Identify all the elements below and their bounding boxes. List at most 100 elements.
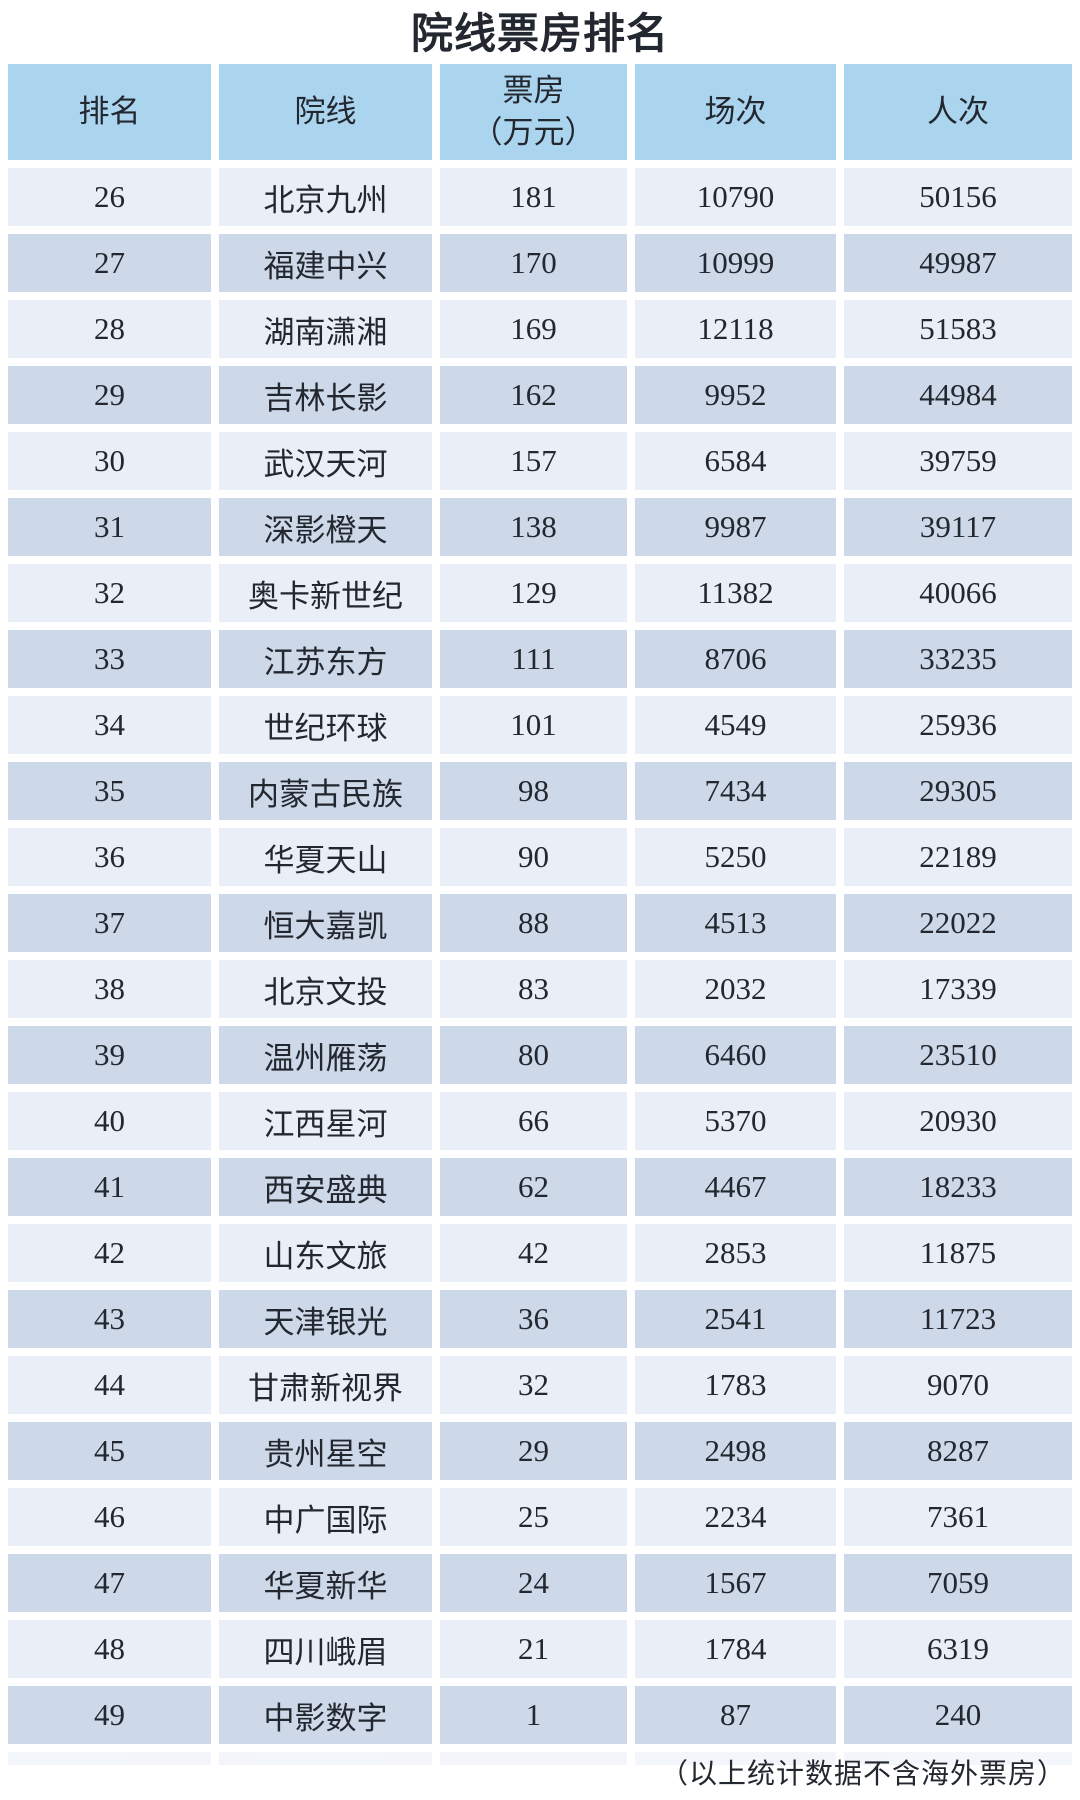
table-row: 48 四川峨眉 21 1784 6319 <box>8 1620 1072 1678</box>
chain-cell: 世纪环球 <box>219 696 432 754</box>
chain-cell: 北京九州 <box>219 168 432 226</box>
rank-cell: 39 <box>8 1026 211 1084</box>
chain-cell: 西安盛典 <box>219 1158 432 1216</box>
boxoffice-cell: 80 <box>440 1026 627 1084</box>
chain-cell: 甘肃新视界 <box>219 1356 432 1414</box>
table-row: 49 中影数字 1 87 240 <box>8 1686 1072 1744</box>
rank-cell: 35 <box>8 762 211 820</box>
screenings-cell: 87 <box>635 1686 836 1744</box>
screenings-cell: 1784 <box>635 1620 836 1678</box>
table-row: 30 武汉天河 157 6584 39759 <box>8 432 1072 490</box>
boxoffice-cell: 138 <box>440 498 627 556</box>
chain-cell: 内蒙古民族 <box>219 762 432 820</box>
rank-cell: 44 <box>8 1356 211 1414</box>
admissions-cell: 22022 <box>844 894 1072 952</box>
table-row: 39 温州雁荡 80 6460 23510 <box>8 1026 1072 1084</box>
screenings-cell: 2541 <box>635 1290 836 1348</box>
screenings-cell: 5370 <box>635 1092 836 1150</box>
header-boxoffice: 票房 （万元） <box>440 64 627 160</box>
rank-cell: 26 <box>8 168 211 226</box>
admissions-cell: 17339 <box>844 960 1072 1018</box>
rank-cell: 30 <box>8 432 211 490</box>
admissions-cell: 7361 <box>844 1488 1072 1546</box>
admissions-cell: 39759 <box>844 432 1072 490</box>
rank-cell: 27 <box>8 234 211 292</box>
screenings-cell: 4513 <box>635 894 836 952</box>
cutoff-partial-row <box>0 1752 1080 1765</box>
admissions-cell: 23510 <box>844 1026 1072 1084</box>
admissions-cell: 49987 <box>844 234 1072 292</box>
rank-cell: 46 <box>8 1488 211 1546</box>
boxoffice-cell: 24 <box>440 1554 627 1612</box>
admissions-cell: 39117 <box>844 498 1072 556</box>
screenings-cell: 2234 <box>635 1488 836 1546</box>
chain-cell: 华夏天山 <box>219 828 432 886</box>
screenings-cell: 7434 <box>635 762 836 820</box>
header-boxoffice-label: 票房 <box>502 73 565 109</box>
screenings-cell: 6460 <box>635 1026 836 1084</box>
chain-cell: 福建中兴 <box>219 234 432 292</box>
chain-cell: 奥卡新世纪 <box>219 564 432 622</box>
header-screenings-label: 场次 <box>704 94 767 130</box>
header-boxoffice-unit: （万元） <box>471 115 596 150</box>
chain-cell: 山东文旅 <box>219 1224 432 1282</box>
table-row: 32 奥卡新世纪 129 11382 40066 <box>8 564 1072 622</box>
admissions-cell: 9070 <box>844 1356 1072 1414</box>
table-row: 33 江苏东方 111 8706 33235 <box>8 630 1072 688</box>
footer-note: （以上统计数据不含海外票房） <box>659 1759 1066 1790</box>
table-row: 28 湖南潇湘 169 12118 51583 <box>8 300 1072 358</box>
boxoffice-cell: 111 <box>440 630 627 688</box>
boxoffice-cell: 21 <box>440 1620 627 1678</box>
table-row: 47 华夏新华 24 1567 7059 <box>8 1554 1072 1612</box>
boxoffice-cell: 101 <box>440 696 627 754</box>
table-row: 45 贵州星空 29 2498 8287 <box>8 1422 1072 1480</box>
rank-cell: 45 <box>8 1422 211 1480</box>
footer-area: （以上统计数据不含海外票房） <box>0 1752 1080 1796</box>
page-title: 院线票房排名 <box>410 10 669 57</box>
rank-cell: 31 <box>8 498 211 556</box>
rank-cell: 47 <box>8 1554 211 1612</box>
boxoffice-cell: 32 <box>440 1356 627 1414</box>
boxoffice-cell: 42 <box>440 1224 627 1282</box>
header-screenings: 场次 <box>635 64 836 160</box>
header-rank: 排名 <box>8 64 211 160</box>
boxoffice-cell: 157 <box>440 432 627 490</box>
header-admissions-label: 人次 <box>927 94 989 130</box>
screenings-cell: 12118 <box>635 300 836 358</box>
rank-cell: 48 <box>8 1620 211 1678</box>
boxoffice-cell: 181 <box>440 168 627 226</box>
table-row: 42 山东文旅 42 2853 11875 <box>8 1224 1072 1282</box>
screenings-cell: 9952 <box>635 366 836 424</box>
screenings-cell: 8706 <box>635 630 836 688</box>
table-row: 38 北京文投 83 2032 17339 <box>8 960 1072 1018</box>
table-row: 26 北京九州 181 10790 50156 <box>8 168 1072 226</box>
table-row: 41 西安盛典 62 4467 18233 <box>8 1158 1072 1216</box>
table-row: 31 深影橙天 138 9987 39117 <box>8 498 1072 556</box>
admissions-cell: 20930 <box>844 1092 1072 1150</box>
boxoffice-cell: 29 <box>440 1422 627 1480</box>
admissions-cell: 40066 <box>844 564 1072 622</box>
admissions-cell: 6319 <box>844 1620 1072 1678</box>
table-row: 44 甘肃新视界 32 1783 9070 <box>8 1356 1072 1414</box>
admissions-cell: 18233 <box>844 1158 1072 1216</box>
screenings-cell: 6584 <box>635 432 836 490</box>
table-row: 40 江西星河 66 5370 20930 <box>8 1092 1072 1150</box>
rank-cell: 28 <box>8 300 211 358</box>
table-row: 37 恒大嘉凯 88 4513 22022 <box>8 894 1072 952</box>
boxoffice-cell: 169 <box>440 300 627 358</box>
table-row: 36 华夏天山 90 5250 22189 <box>8 828 1072 886</box>
screenings-cell: 2853 <box>635 1224 836 1282</box>
admissions-cell: 11723 <box>844 1290 1072 1348</box>
admissions-cell: 11875 <box>844 1224 1072 1282</box>
admissions-cell: 33235 <box>844 630 1072 688</box>
admissions-cell: 44984 <box>844 366 1072 424</box>
chain-cell: 武汉天河 <box>219 432 432 490</box>
screenings-cell: 2498 <box>635 1422 836 1480</box>
chain-cell: 贵州星空 <box>219 1422 432 1480</box>
rank-cell: 36 <box>8 828 211 886</box>
chain-cell: 恒大嘉凯 <box>219 894 432 952</box>
rank-cell: 29 <box>8 366 211 424</box>
screenings-cell: 1567 <box>635 1554 836 1612</box>
chain-cell: 四川峨眉 <box>219 1620 432 1678</box>
